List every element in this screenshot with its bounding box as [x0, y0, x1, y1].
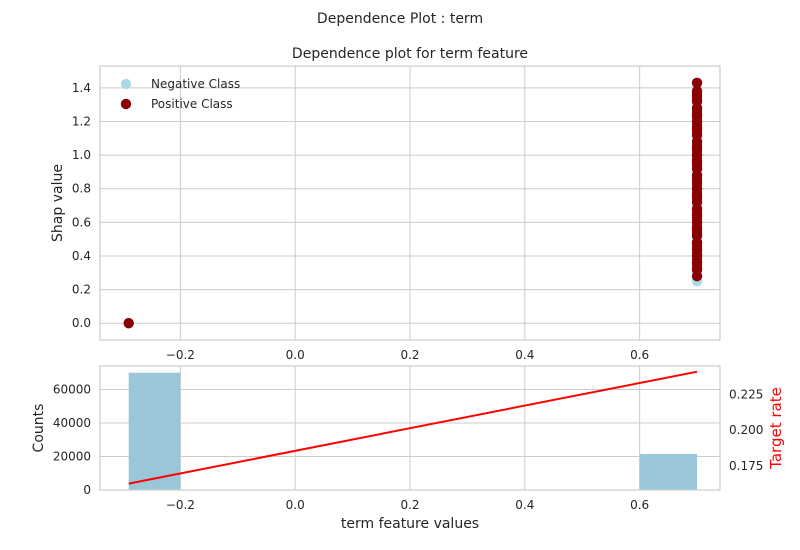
- counts-x-tick-label: 0.2: [400, 498, 419, 512]
- scatter-title: Dependence plot for term feature: [292, 46, 528, 62]
- counts-y-tick-label: 40000: [53, 416, 91, 430]
- scatter-x-tick-label: 0.6: [630, 348, 649, 362]
- positive-class-point: [691, 96, 703, 107]
- counts-y-axis-label: Counts: [31, 404, 47, 453]
- counts-plot-frame: [99, 365, 721, 491]
- legend-label: Positive Class: [151, 97, 233, 111]
- counts-x-tick-label: 0.6: [630, 498, 649, 512]
- legend-marker: [120, 98, 132, 110]
- scatter-x-tick-label: 0.4: [515, 348, 534, 362]
- counts-y-tick-label: 20000: [53, 449, 91, 463]
- target-rate-axis-label: Target rate: [767, 387, 785, 470]
- scatter-plot-frame: [99, 65, 721, 341]
- scatter-x-tick-label: 0.0: [286, 348, 305, 362]
- positive-class-point: [691, 77, 703, 89]
- counts-x-tick-label: 0.4: [515, 498, 534, 512]
- scatter-y-tick-label: 0.2: [72, 283, 91, 297]
- positive-class-point: [691, 86, 703, 97]
- count-bar: [128, 372, 181, 490]
- scatter-y-tick-labels: 0.0 0.2 0.4 0.6 0.8 1.0 1.2 1.4: [72, 81, 91, 330]
- scatter-y-tick-label: 0.0: [72, 316, 91, 330]
- scatter-y-tick-label: 0.6: [72, 215, 91, 229]
- scatter-y-tick-label: 0.4: [72, 249, 91, 263]
- counts-y-tick-label: 60000: [53, 382, 91, 396]
- legend-marker: [120, 78, 132, 90]
- scatter-x-tick-label: 0.2: [400, 348, 419, 362]
- counts-y-tick-label: 0: [83, 483, 91, 497]
- counts-y-tick-labels: 0 20000 40000 60000: [53, 382, 91, 497]
- scatter-y-tick-label: 1.4: [72, 81, 91, 95]
- legend-label: Negative Class: [151, 77, 240, 91]
- scatter-legend: Negative Class Positive Class: [120, 77, 240, 111]
- target-rate-segment: [128, 370, 698, 485]
- target-rate-tick-labels: 0.175 0.200 0.225: [729, 388, 763, 473]
- scatter-x-tick-labels: −0.2 0.0 0.2 0.4 0.6: [166, 348, 649, 362]
- target-rate-tick-label: 0.200: [729, 423, 763, 437]
- scatter-gridlines: [100, 66, 720, 340]
- counts-x-tick-labels: −0.2 0.0 0.2 0.4 0.6: [166, 498, 649, 512]
- scatter-points: [123, 77, 703, 329]
- target-rate-tick-label: 0.225: [729, 388, 763, 402]
- counts-x-tick-label: 0.0: [286, 498, 305, 512]
- positive-class-point: [123, 317, 134, 329]
- scatter-x-tick-label: −0.2: [166, 348, 195, 362]
- count-bar: [639, 453, 698, 490]
- scatter-y-tick-label: 0.8: [72, 182, 91, 196]
- target-rate-line: [128, 370, 698, 485]
- counts-x-axis-label: term feature values: [341, 516, 479, 532]
- counts-bars: [128, 372, 698, 490]
- counts-x-tick-label: −0.2: [166, 498, 195, 512]
- scatter-y-tick-label: 1.2: [72, 114, 91, 128]
- target-rate-tick-label: 0.175: [729, 459, 763, 473]
- dependence-scatter-panel: Dependence plot for term feature −0.2 0.0…: [50, 46, 721, 362]
- figure-suptitle: Dependence Plot : term: [317, 11, 483, 27]
- scatter-y-axis-label: Shap value: [50, 164, 66, 242]
- scatter-y-tick-label: 1.0: [72, 148, 91, 162]
